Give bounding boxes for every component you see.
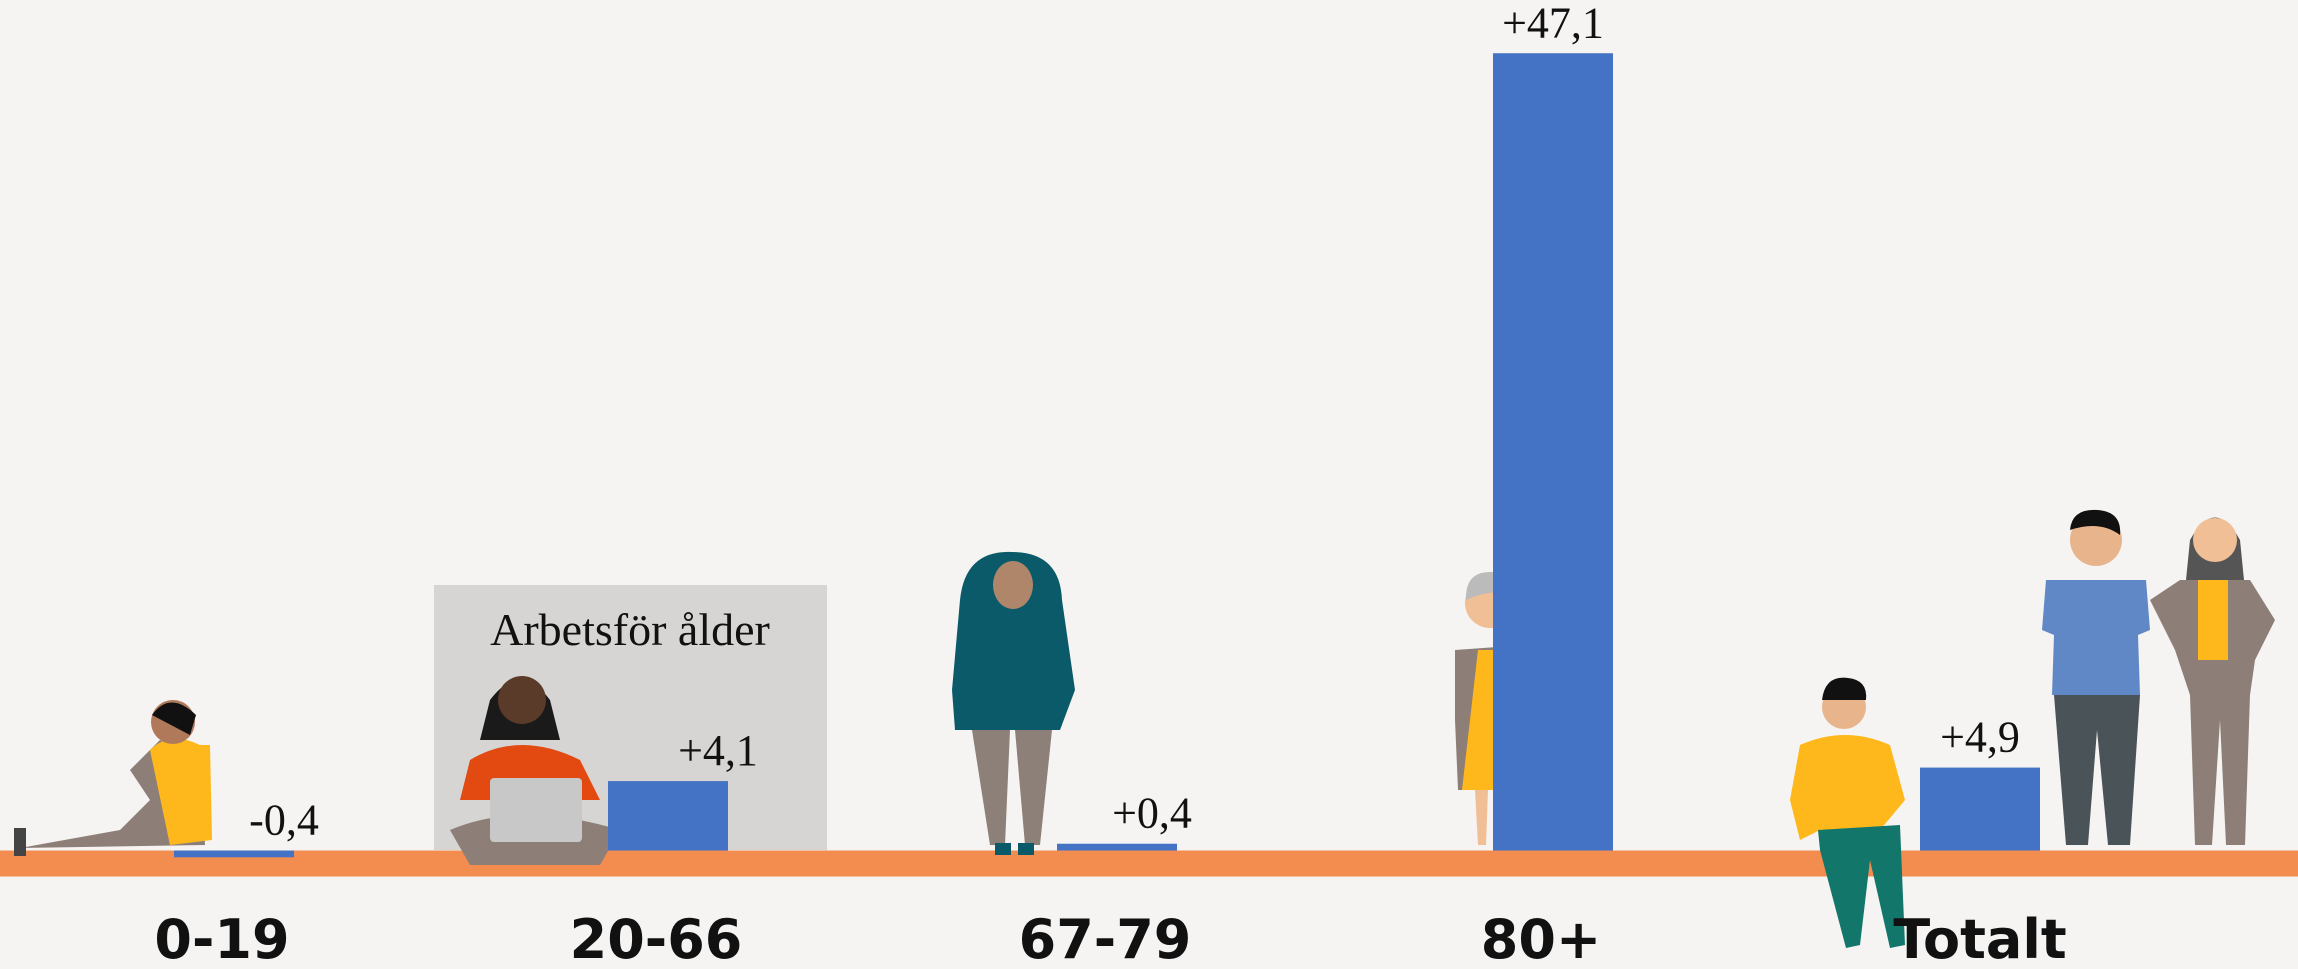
illustrations	[14, 509, 2275, 948]
bar	[1920, 767, 2040, 851]
value-label: +0,4	[1112, 789, 1192, 838]
value-label: +4,9	[1940, 713, 2020, 762]
person-woman	[2150, 517, 2275, 845]
value-label: +47,1	[1502, 0, 1604, 47]
person-boy	[1790, 677, 1905, 948]
person-child	[14, 700, 212, 856]
x-tick-label: 20-66	[570, 908, 743, 969]
value-label: -0,4	[249, 796, 319, 845]
x-tick-label: 0-19	[154, 908, 289, 969]
bar	[1493, 53, 1613, 851]
bar	[174, 850, 294, 858]
person-hood	[952, 551, 1075, 855]
value-label: +4,1	[678, 726, 758, 775]
bar	[608, 781, 728, 851]
baseline	[0, 850, 2298, 877]
x-tick-label: 80+	[1481, 908, 1601, 969]
x-tick-label: 67-79	[1019, 908, 1192, 969]
bar	[1057, 843, 1177, 851]
person-laptop	[450, 676, 620, 865]
annotation: Arbetsför ålder	[490, 604, 770, 655]
x-tick-label: Totalt	[1893, 908, 2066, 969]
person-man	[2042, 509, 2150, 845]
